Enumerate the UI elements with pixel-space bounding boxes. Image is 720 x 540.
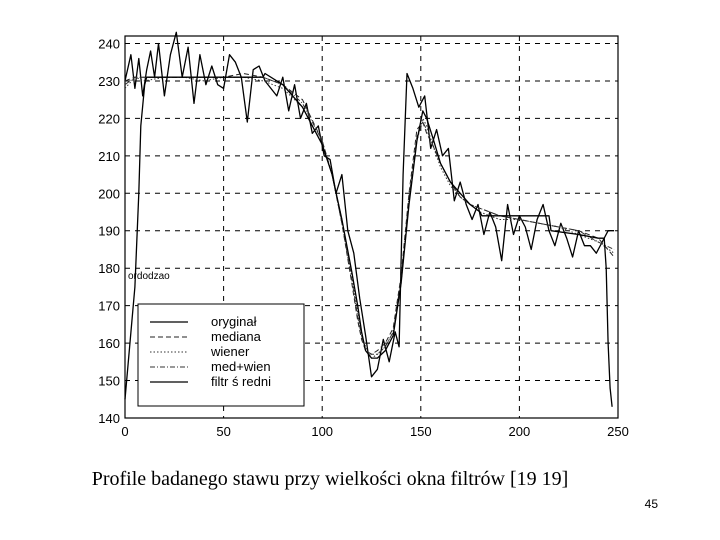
plot-inset-text: ordodzao xyxy=(128,271,170,282)
y-tick-label: 210 xyxy=(98,149,120,164)
x-tick-label: 0 xyxy=(121,424,128,439)
y-tick-label: 150 xyxy=(98,374,120,389)
axes: 0 50 100 150 200 250 140 150 160 170 180 190 200 210 2… xyxy=(98,35,629,439)
series-line-3 xyxy=(124,76,615,359)
legend-label: oryginał xyxy=(211,314,257,329)
y-tick-label: 190 xyxy=(98,224,120,239)
legend-label: mediana xyxy=(211,329,262,344)
y-tick-label: 240 xyxy=(98,36,120,51)
y-tick-label: 200 xyxy=(98,186,120,201)
series-line-1 xyxy=(124,31,615,378)
y-tick-label: 180 xyxy=(98,261,120,276)
y-tick-label: 170 xyxy=(98,299,120,314)
legend-box xyxy=(137,303,305,407)
series xyxy=(124,31,615,407)
x-tick-label: 150 xyxy=(410,424,432,439)
legend-label: filtr ś redni xyxy=(211,374,271,389)
x-tick-label: 200 xyxy=(509,424,531,439)
page-number: 45 xyxy=(644,497,658,511)
plot-frame xyxy=(124,35,619,419)
y-tick-label: 230 xyxy=(98,74,120,89)
figure-caption: Profile badanego stawu przy wielkości ok… xyxy=(91,468,569,490)
y-tick-label: 160 xyxy=(98,336,120,351)
x-tick-label: 50 xyxy=(216,424,230,439)
x-tick-label: 250 xyxy=(607,424,629,439)
series-line-5 xyxy=(124,72,613,407)
y-tick-label: 140 xyxy=(98,411,120,426)
legend-label: med+wien xyxy=(211,359,271,374)
series-line-2 xyxy=(124,73,615,355)
y-tick-label: 220 xyxy=(98,111,120,126)
x-tick-label: 100 xyxy=(311,424,333,439)
legend-label: wiener xyxy=(210,344,250,359)
